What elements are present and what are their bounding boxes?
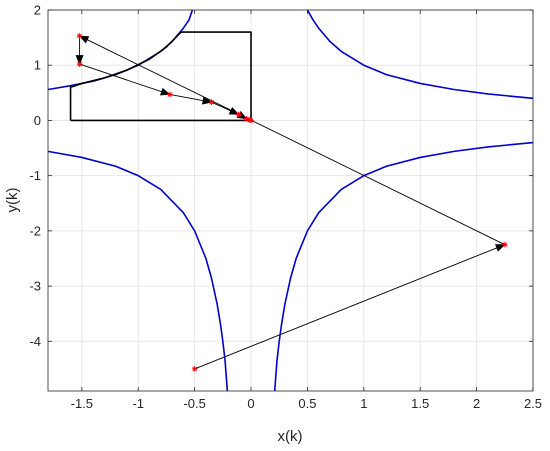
trajectory-point-2: [502, 241, 508, 248]
trajectory-point-7: [235, 111, 242, 118]
region-outline: [69, 31, 252, 122]
trajectory-group: [75, 33, 508, 372]
x-tick-label: 2.5: [524, 396, 542, 411]
trajectory-segment-5: [169, 94, 213, 105]
y-tick-label: 0: [34, 113, 41, 128]
x-tick-label: 1.5: [411, 396, 429, 411]
x-tick-label: 0.5: [298, 396, 316, 411]
region-group: [69, 31, 252, 122]
x-tick-label: -0.5: [183, 396, 205, 411]
x-tick-label: 0: [247, 396, 254, 411]
trajectory-segment-6: [211, 101, 240, 115]
trajectory-segment-4: [79, 63, 171, 96]
boundary-curve-2: [306, 10, 533, 100]
y-tick-label: -1: [29, 168, 41, 183]
boundary-curve-4: [273, 141, 533, 391]
trajectory-point-5: [167, 91, 173, 98]
y-tick-label: -2: [29, 223, 41, 238]
trajectory-segment-2: [78, 35, 506, 246]
plot-content: [48, 10, 533, 391]
y-tick-label: -4: [29, 334, 41, 349]
y-ticks: -4 -3 -2 -1 0 1 2: [29, 3, 533, 349]
grid: [48, 9, 534, 391]
x-tick-label: 2: [473, 396, 480, 411]
x-ticks: -1.5 -1 -0.5 0 0.5 1 1.5 2 2.5: [71, 10, 542, 411]
trajectory-point-1: [191, 366, 198, 372]
plot-frame: [47, 9, 534, 392]
y-tick-label: 1: [34, 58, 41, 73]
boundary-curve-3: [48, 150, 229, 391]
y-axis-label: y(k): [4, 188, 21, 213]
x-axis-label: x(k): [278, 428, 303, 445]
x-tick-label: -1.5: [71, 396, 93, 411]
plot-background: [48, 10, 533, 391]
trajectory-point-4: [76, 61, 83, 67]
y-tick-label: 2: [34, 3, 41, 18]
trajectory-segment-1: [194, 244, 506, 370]
trajectory-point-10: [248, 117, 254, 124]
x-tick-label: 1: [360, 396, 367, 411]
trajectory-point-6: [208, 99, 215, 106]
trajectory-point-3: [76, 33, 83, 39]
y-tick-label: -3: [29, 279, 41, 294]
x-tick-label: -1: [132, 396, 144, 411]
